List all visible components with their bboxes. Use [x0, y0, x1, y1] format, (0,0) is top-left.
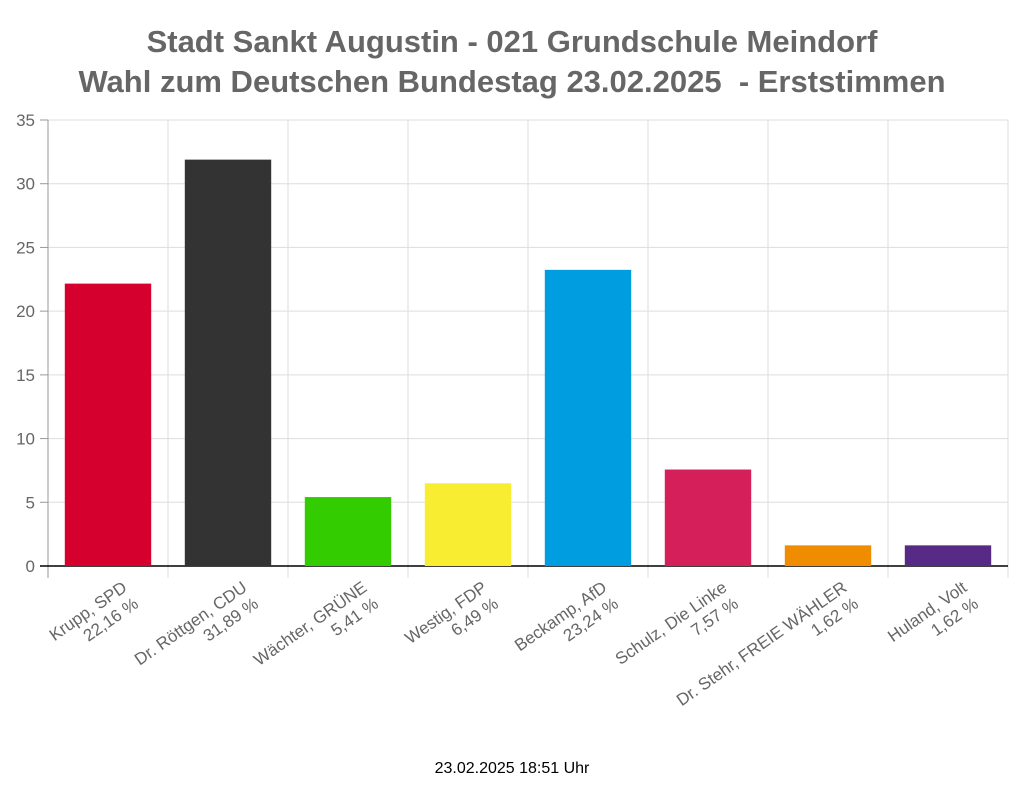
bar [184, 159, 272, 566]
bars [64, 159, 992, 566]
bar [544, 269, 632, 566]
timestamp: 23.02.2025 18:51 Uhr [434, 760, 590, 777]
bar [664, 469, 752, 566]
axes: 0 5 10 15 20 25 30 35 [16, 111, 1008, 578]
y-tick-label: 10 [16, 430, 35, 449]
y-tick-label: 25 [16, 238, 35, 257]
y-tick-label: 0 [26, 557, 35, 576]
y-tick-label: 5 [26, 493, 35, 512]
bar [64, 283, 152, 566]
y-tick-label: 35 [16, 111, 35, 130]
y-tick-label: 15 [16, 366, 35, 385]
chart-title: Stadt Sankt Augustin - 021 Grundschule M… [0, 22, 1024, 102]
chart-title-line-1: Stadt Sankt Augustin - 021 Grundschule M… [146, 24, 878, 59]
bar [904, 545, 992, 566]
bar [424, 483, 512, 566]
y-tick-label: 20 [16, 302, 35, 321]
y-tick-label: 30 [16, 175, 35, 194]
bar [304, 497, 392, 566]
chart-title-line-2: Wahl zum Deutschen Bundestag 23.02.2025 … [78, 64, 946, 99]
bar [784, 545, 872, 566]
